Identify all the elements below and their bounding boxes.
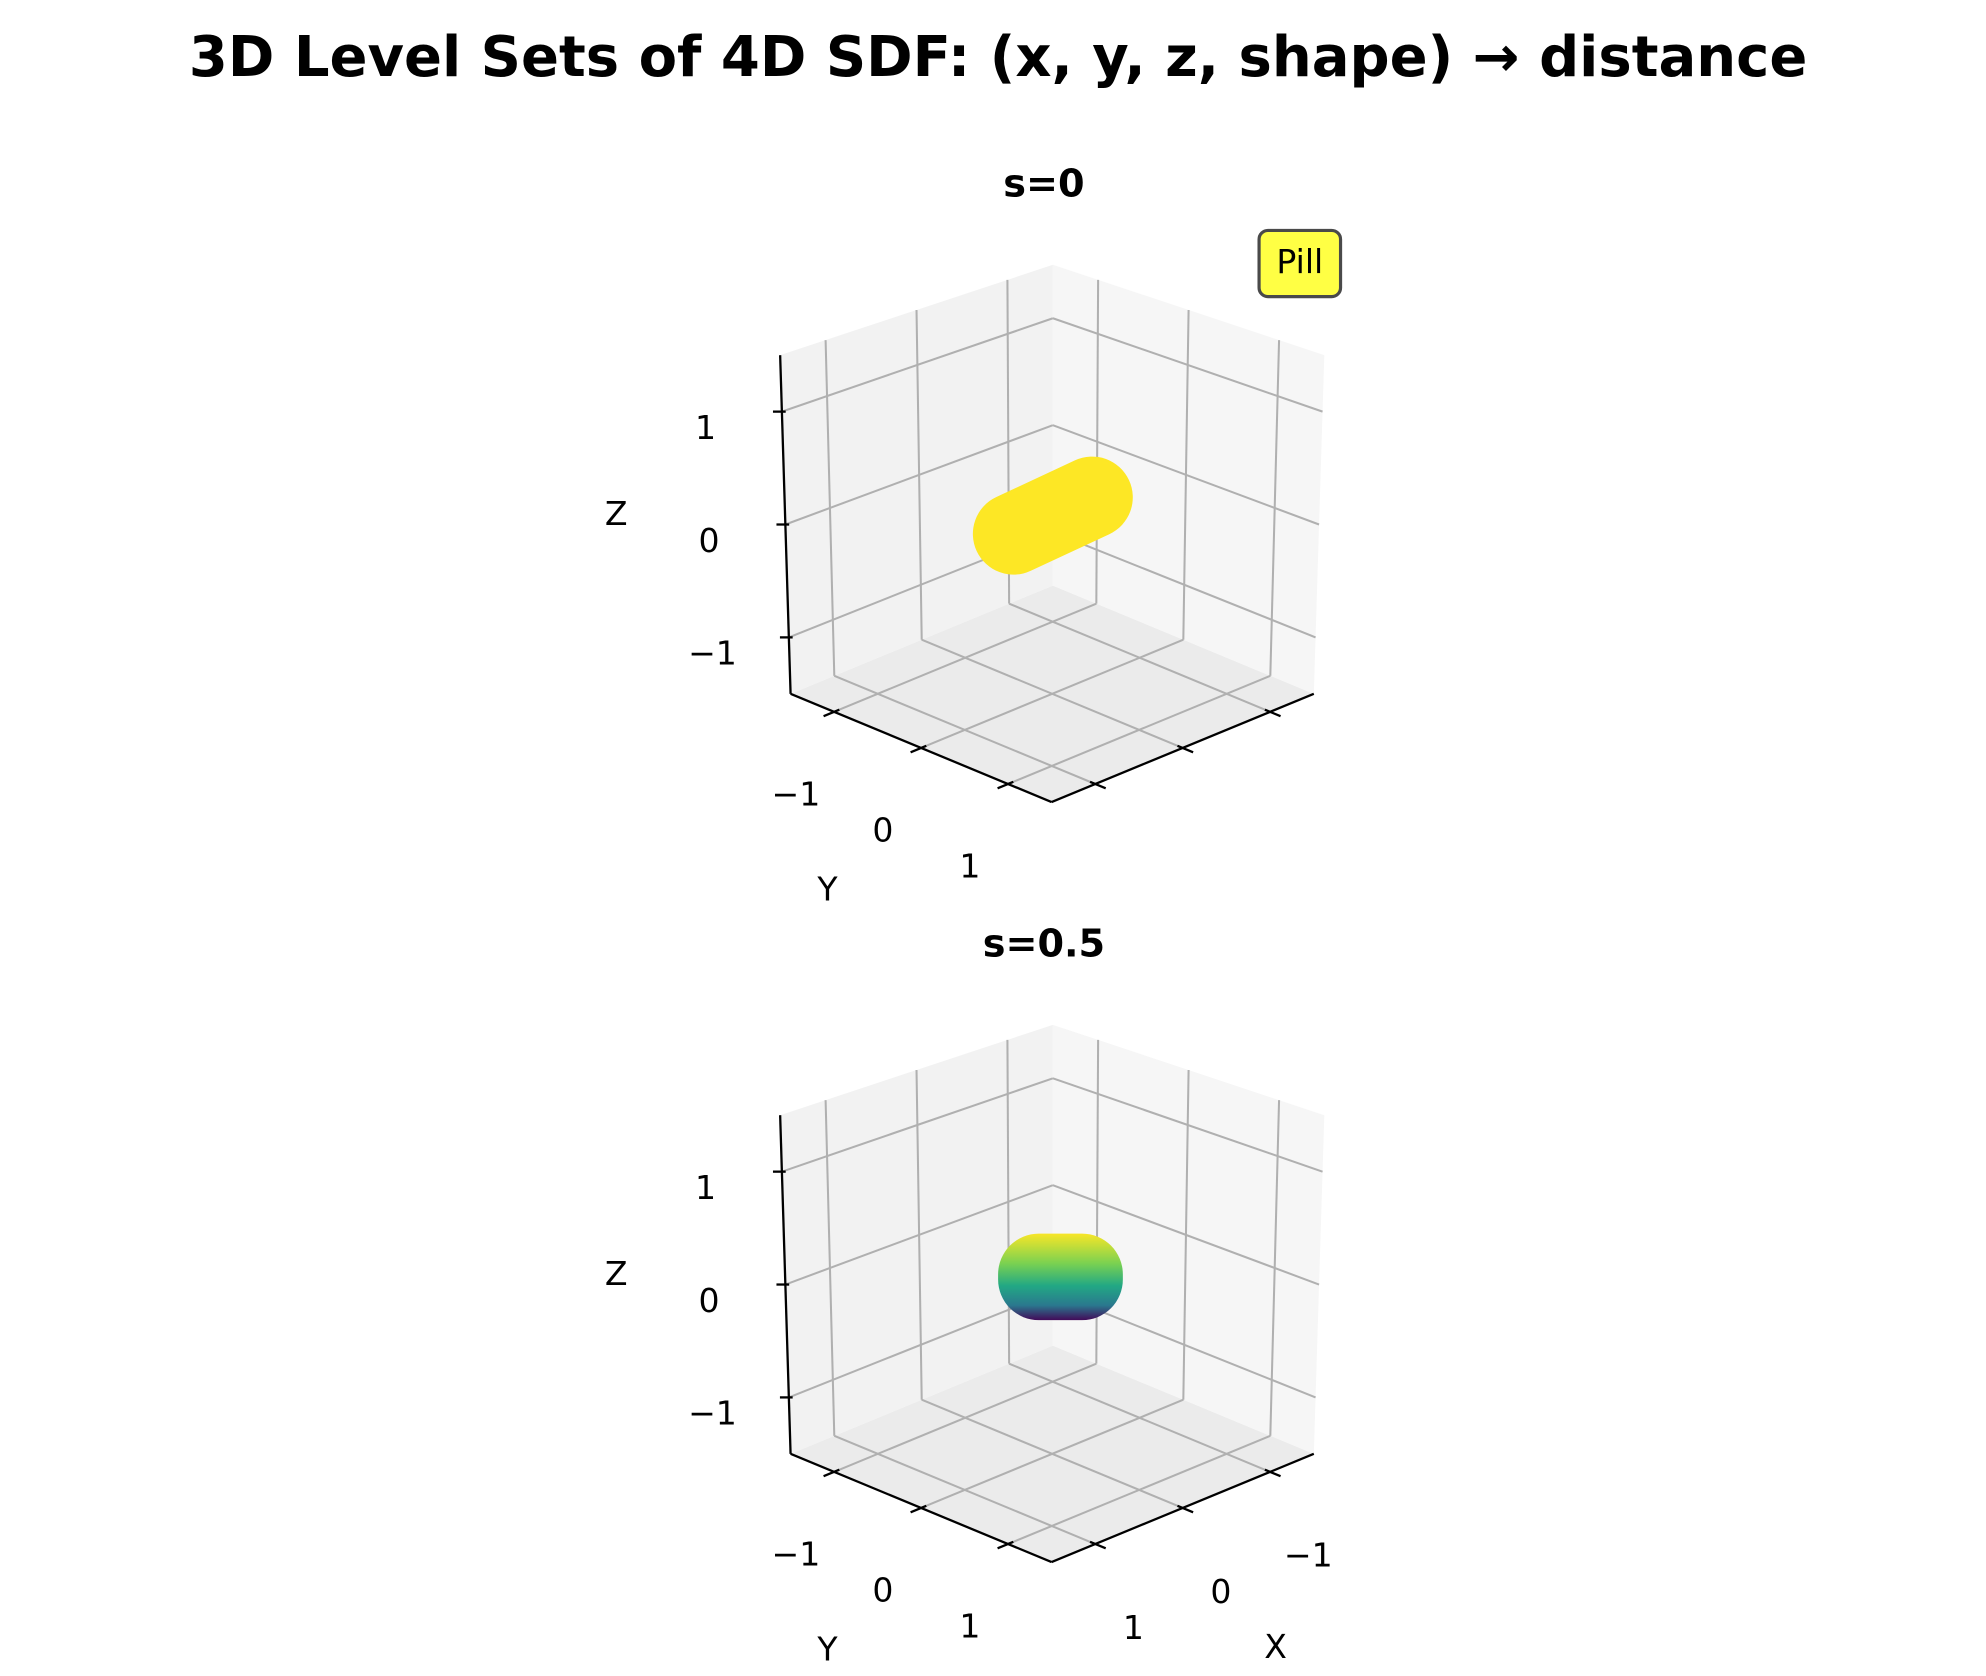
surface-blob (972, 456, 1133, 575)
axes-front: −1 0 1 −1 0 1 Z Ys=0 Pill −1 0 1 −1 0 1 −1 0 1 Z Y Xs=0.5 (605, 162, 1343, 1669)
y-tick (910, 744, 927, 754)
grid-line (1052, 317, 1323, 413)
z-tick-label: 1 (695, 1168, 716, 1207)
left-pane (780, 1024, 1053, 1454)
x-tick (1177, 744, 1194, 754)
x-tick (1089, 780, 1107, 790)
x-tick (1177, 1504, 1194, 1514)
y-tick-label: −1 (772, 774, 821, 813)
z-tick-label: 1 (695, 408, 716, 447)
x-tick-label: 0 (1210, 1572, 1231, 1611)
y-tick (910, 1504, 927, 1514)
grid-line (781, 1077, 1054, 1173)
x-axis-label: X (1264, 1627, 1287, 1666)
y-tick-label: −1 (772, 1534, 821, 1573)
annotation: Pill (1276, 242, 1323, 281)
x-tick (1264, 708, 1281, 718)
y-tick (997, 780, 1014, 790)
y-tick-label: 0 (872, 1570, 893, 1609)
x-tick (1264, 1468, 1281, 1478)
z-tick-label: 0 (698, 1281, 719, 1320)
grid-line (920, 1398, 1184, 1509)
y-tick-label: 0 (872, 810, 893, 849)
z-axis-label: Z (605, 494, 628, 533)
z-tick-label: −1 (688, 1394, 737, 1433)
y-tick-label: 1 (959, 847, 980, 886)
grid-line (785, 1184, 1054, 1286)
x-tick-label: −1 (1284, 1536, 1333, 1575)
axes-back (780, 264, 1325, 1563)
grid-line (833, 1362, 1097, 1473)
z-axis-label: Z (605, 1254, 628, 1293)
subplot-title: s=0 (1003, 162, 1084, 206)
grid-line (1007, 674, 1271, 785)
grid-line (1007, 1434, 1271, 1545)
isosurface (972, 456, 1133, 575)
y-axis-label: Y (816, 870, 838, 909)
y-tick-label: 1 (959, 1607, 980, 1646)
z-tick-label: −1 (688, 634, 737, 673)
left-pane (780, 264, 1053, 694)
y-tick (823, 708, 840, 718)
y-tick (823, 1468, 840, 1478)
grid-line (785, 424, 1054, 526)
surface-blob (998, 1233, 1123, 1321)
right-pane (1052, 264, 1325, 694)
grid-line (1052, 1184, 1320, 1286)
right-pane (1052, 1024, 1325, 1454)
z-tick-label: 0 (698, 521, 719, 560)
y-tick (997, 1540, 1014, 1550)
grid-line (833, 602, 1097, 713)
grid-line (781, 317, 1054, 413)
x-tick (1089, 1540, 1107, 1550)
grid-line (1052, 1077, 1323, 1173)
x-tick-label: 1 (1123, 1608, 1144, 1647)
isosurface (998, 1233, 1123, 1321)
grid-line (788, 1291, 1054, 1399)
subplot-title: s=0.5 (983, 922, 1105, 966)
y-axis-label: Y (816, 1630, 838, 1669)
grid-line (920, 638, 1184, 749)
figure-title: 3D Level Sets of 4D SDF: (x, y, z, shape… (189, 25, 1807, 90)
grid-line (1052, 424, 1320, 526)
grid-line (1052, 531, 1316, 639)
annotation-box (1257, 228, 1343, 299)
